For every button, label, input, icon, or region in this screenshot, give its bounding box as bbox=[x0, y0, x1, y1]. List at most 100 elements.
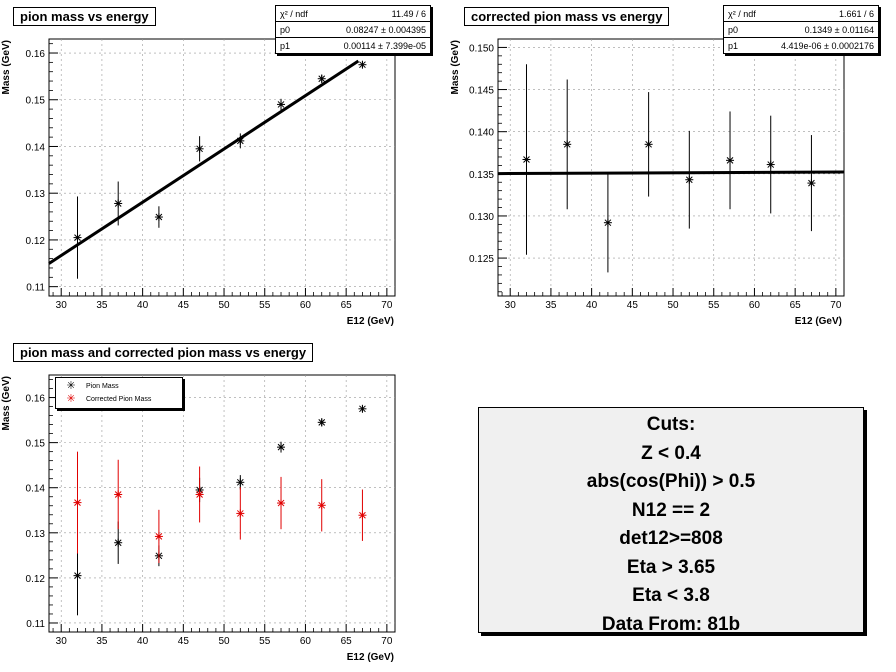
x-tick-label: 55 bbox=[708, 300, 720, 311]
data-point bbox=[563, 140, 572, 149]
legend-entry: ✳ Pion Mass bbox=[60, 380, 119, 392]
fit-stats-box: χ² / ndf 11.49 / 6 p0 0.08247 ± 0.004395 p… bbox=[275, 5, 431, 54]
plot-frame bbox=[48, 374, 396, 633]
chart-title: pion mass vs energy bbox=[13, 7, 156, 26]
data-point bbox=[358, 60, 367, 69]
data-point bbox=[358, 404, 367, 413]
y-tick-label: 0.14 bbox=[26, 484, 46, 495]
legend-entry: ✳ Corrected Pion Mass bbox=[60, 393, 151, 405]
x-tick-label: 35 bbox=[96, 300, 108, 311]
y-tick-label: 0.14 bbox=[26, 142, 46, 153]
data-point bbox=[277, 443, 286, 452]
data-point bbox=[154, 213, 163, 222]
cuts-line: Eta > 3.65 bbox=[626, 556, 716, 578]
stats-value: 0.08247 ± 0.004395 bbox=[319, 21, 430, 38]
x-tick-label: 50 bbox=[218, 300, 230, 311]
x-tick-label: 65 bbox=[790, 300, 802, 311]
data-point bbox=[277, 499, 286, 508]
x-tick-label: 30 bbox=[56, 636, 68, 647]
y-tick-label: 0.11 bbox=[26, 283, 45, 294]
y-tick-label: 0.145 bbox=[469, 86, 494, 97]
x-tick-label: 65 bbox=[341, 636, 353, 647]
cuts-info-box: Cuts: Z < 0.4 abs(cos(Phi)) > 0.5 N12 ==… bbox=[478, 407, 864, 635]
chart-title: corrected pion mass vs energy bbox=[464, 7, 670, 26]
data-point bbox=[195, 490, 204, 499]
x-tick-label: 70 bbox=[830, 300, 842, 311]
stats-value: 1.661 / 6 bbox=[764, 6, 878, 22]
stats-label: p0 bbox=[724, 21, 765, 38]
y-tick-label: 0.13 bbox=[26, 189, 46, 200]
x-tick-label: 45 bbox=[178, 636, 190, 647]
x-tick-label: 55 bbox=[259, 636, 271, 647]
data-point bbox=[766, 160, 775, 169]
cuts-line: Data From: 81b bbox=[601, 613, 741, 635]
x-tick-label: 30 bbox=[56, 300, 68, 311]
x-tick-label: 45 bbox=[178, 300, 190, 311]
data-point bbox=[236, 136, 245, 145]
stats-value: 0.1349 ± 0.01164 bbox=[764, 21, 878, 38]
cuts-line: Eta < 3.8 bbox=[632, 585, 710, 606]
data-point bbox=[73, 498, 82, 507]
y-tick-label: 0.12 bbox=[26, 574, 46, 585]
chart-title: pion mass and corrected pion mass vs ene… bbox=[13, 343, 314, 362]
chart-pion-mass-comparison: 30 35 40 45 50 55 60 65 70 0.11 0.12 0.13 0.14 0.15 0.… bbox=[1, 374, 396, 663]
data-point bbox=[685, 175, 694, 184]
data-point bbox=[114, 490, 123, 499]
y-tick-label: 0.16 bbox=[26, 49, 46, 60]
data-point bbox=[317, 418, 326, 427]
data-point bbox=[114, 199, 123, 208]
x-tick-label: 60 bbox=[300, 300, 312, 311]
stats-value: 4.419e-06 ± 0.0002176 bbox=[780, 40, 874, 51]
data-point bbox=[277, 100, 286, 109]
y-tick-label: 0.130 bbox=[469, 212, 494, 223]
y-tick-label: 0.11 bbox=[26, 619, 45, 630]
y-axis-label: Mass (GeV) bbox=[450, 40, 461, 94]
plot-frame bbox=[48, 38, 396, 297]
x-axis-label: E12 (GeV) bbox=[795, 316, 842, 327]
stats-label: χ² / ndf bbox=[724, 6, 765, 22]
x-tick-label: 40 bbox=[137, 300, 149, 311]
x-tick-label: 50 bbox=[218, 636, 230, 647]
data-point bbox=[317, 501, 326, 510]
x-tick-label: 70 bbox=[381, 300, 393, 311]
y-tick-label: 0.140 bbox=[469, 128, 494, 139]
x-tick-label: 45 bbox=[627, 300, 639, 311]
y-tick-label: 0.13 bbox=[26, 529, 46, 540]
y-tick-label: 0.16 bbox=[26, 394, 46, 405]
stats-label: χ² / ndf bbox=[276, 6, 320, 22]
data-point bbox=[73, 233, 82, 242]
x-tick-label: 40 bbox=[586, 300, 598, 311]
x-tick-label: 65 bbox=[341, 300, 353, 311]
x-axis-label: E12 (GeV) bbox=[347, 652, 394, 663]
y-axis-label: Mass (GeV) bbox=[1, 40, 12, 94]
y-tick-label: 0.15 bbox=[26, 439, 46, 450]
data-point bbox=[807, 179, 816, 188]
data-point bbox=[726, 156, 735, 165]
x-tick-label: 30 bbox=[505, 300, 517, 311]
x-tick-label: 60 bbox=[300, 636, 312, 647]
y-tick-label: 0.12 bbox=[26, 236, 46, 247]
stats-label: p1 bbox=[728, 40, 739, 51]
y-tick-label: 0.15 bbox=[26, 96, 46, 107]
fit-line bbox=[497, 170, 845, 176]
data-point bbox=[522, 155, 531, 164]
legend-label: Pion Mass bbox=[86, 382, 119, 390]
fit-line bbox=[48, 59, 360, 265]
x-tick-label: 60 bbox=[749, 300, 761, 311]
asterisk-marker-icon: ✳ bbox=[66, 380, 76, 392]
data-point bbox=[154, 532, 163, 541]
x-tick-label: 70 bbox=[381, 636, 393, 647]
data-point bbox=[317, 74, 326, 83]
chart-corrected-pion-mass: 30 35 40 45 50 55 60 65 70 0.125 0.130 0.135 0.140 0.… bbox=[450, 38, 845, 327]
y-axis-label: Mass (GeV) bbox=[1, 376, 12, 430]
data-point bbox=[73, 571, 82, 580]
data-point bbox=[114, 538, 123, 547]
cuts-line: abs(cos(Phi)) > 0.5 bbox=[586, 471, 756, 492]
data-point bbox=[358, 511, 367, 520]
asterisk-marker-icon: ✳ bbox=[66, 393, 76, 405]
x-tick-label: 35 bbox=[545, 300, 557, 311]
x-tick-label: 50 bbox=[667, 300, 679, 311]
x-axis-label: E12 (GeV) bbox=[347, 316, 394, 327]
plot-frame bbox=[497, 38, 845, 297]
data-point bbox=[236, 478, 245, 487]
